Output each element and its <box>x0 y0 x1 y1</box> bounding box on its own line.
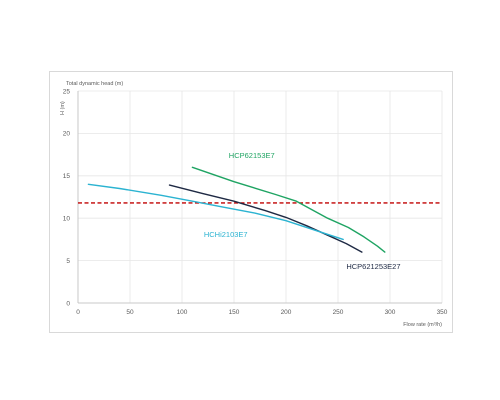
y-tick-label: 25 <box>63 88 71 95</box>
series-label-hcp621253e27: HCP621253E27 <box>346 262 400 271</box>
labels: Total dynamic head (m) H (m) Flow rate (… <box>60 81 442 328</box>
y-tick-label: 5 <box>66 258 70 265</box>
series-line-hchi2103e7 <box>87 183 344 241</box>
y-tick-label: 20 <box>63 131 71 138</box>
x-tick-label: 200 <box>281 309 292 316</box>
series-line-hcp62153e7 <box>191 166 386 253</box>
grid-lines <box>77 90 443 304</box>
x-tick-label: 100 <box>177 309 188 316</box>
x-tick-label: 0 <box>76 309 80 316</box>
x-tick-label: 300 <box>385 309 396 316</box>
x-tick-label: 250 <box>333 309 344 316</box>
x-tick-label: 350 <box>437 309 448 316</box>
y-tick-label: 10 <box>63 216 71 223</box>
series-label-hcp62153e7: HCP62153E7 <box>229 151 275 160</box>
y-axis-title: Total dynamic head (m) <box>66 81 123 87</box>
chart-frame: 0 5 10 15 20 25 0 50 100 150 200 250 300 350 Total dy… <box>49 71 453 333</box>
y-axis-unit-label: H (m) <box>60 101 66 115</box>
y-tick-label: 0 <box>66 300 70 307</box>
series-label-hchi2103e7: HCHi2103E7 <box>204 230 248 239</box>
series-line-hcp621253e27 <box>168 184 363 253</box>
x-tick-label: 150 <box>229 309 240 316</box>
y-tick-label: 15 <box>63 173 71 180</box>
x-axis-title: Flow rate (m³/h) <box>403 322 442 328</box>
series-lines <box>87 166 386 253</box>
x-tick-label: 50 <box>126 309 134 316</box>
